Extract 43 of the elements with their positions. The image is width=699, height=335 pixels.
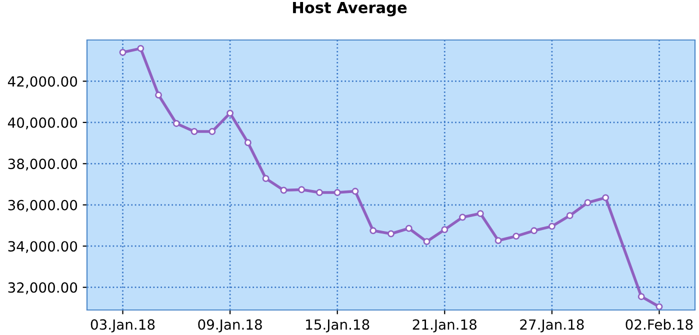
x-tick-label: 09.Jan.18 <box>198 319 262 332</box>
point <box>459 214 466 221</box>
y-tick-label: 40,000.00 <box>8 117 78 130</box>
y-tick-label: 36,000.00 <box>8 200 78 212</box>
point <box>602 194 610 202</box>
point <box>298 186 306 194</box>
point <box>388 230 394 238</box>
point <box>370 227 377 234</box>
y-tick-label: 32,000.00 <box>8 282 78 294</box>
point <box>441 226 448 234</box>
y-tick-label: 38,000.00 <box>8 158 78 171</box>
point <box>566 212 574 220</box>
point <box>172 120 180 127</box>
point <box>548 222 556 230</box>
x-tick-label: 03.Jan.18 <box>90 319 155 332</box>
point <box>423 238 430 246</box>
point <box>512 232 520 240</box>
x-tick-label: 21.Jan.18 <box>412 319 476 332</box>
point <box>494 237 502 244</box>
point <box>334 189 341 196</box>
point <box>208 128 216 135</box>
point <box>226 110 234 117</box>
point <box>190 128 198 135</box>
point <box>137 44 144 52</box>
point <box>530 227 538 234</box>
point <box>244 139 252 146</box>
point <box>316 189 323 196</box>
point <box>262 175 270 182</box>
point <box>352 188 359 195</box>
x-tick-label: 15.Jan.18 <box>306 319 370 332</box>
point <box>280 186 288 194</box>
point <box>155 92 162 99</box>
point <box>584 199 592 206</box>
point <box>405 224 412 232</box>
point <box>638 293 645 300</box>
y-tick-label: 42,000.00 <box>8 76 78 88</box>
y-tick-label: 34,000.00 <box>8 241 78 253</box>
x-tick-label: 02.Feb.18 <box>626 319 693 330</box>
chart-title: Host Average <box>293 2 407 16</box>
point <box>656 303 663 310</box>
x-tick-label: 27.Jan.18 <box>520 319 584 332</box>
point <box>119 48 126 56</box>
point <box>476 210 484 218</box>
